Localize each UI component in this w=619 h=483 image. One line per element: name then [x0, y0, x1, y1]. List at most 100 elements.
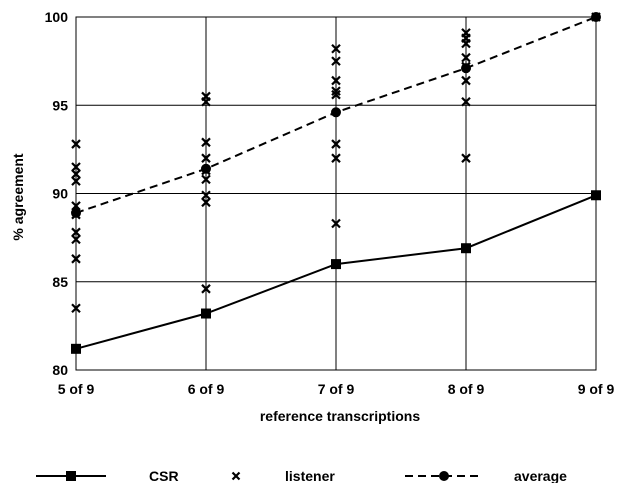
listener-point: [71, 234, 81, 245]
legend-csr-marker: [66, 471, 76, 481]
x-marker-stroke: [201, 174, 211, 185]
x-tick-label: 5 of 9: [58, 381, 95, 397]
grid-lines: [75, 16, 597, 371]
legend: CSR listener average: [36, 468, 567, 483]
y-tick-label: 90: [52, 186, 68, 202]
listener-point: [71, 209, 81, 220]
y-axis-ticks: 80 85 90 95 100: [45, 9, 69, 378]
listener-point: [71, 227, 81, 238]
legend-average-label: average: [514, 468, 567, 483]
listener-point: [71, 176, 81, 186]
csr-point: [71, 343, 81, 354]
x-marker-stroke: [331, 153, 341, 163]
listener-point: [71, 201, 81, 211]
y-tick-label: 100: [45, 9, 69, 25]
listener-point: [71, 169, 81, 179]
y-tick-label: 95: [52, 97, 68, 113]
legend-listener-marker: [231, 471, 241, 481]
listener-point: [71, 303, 81, 314]
legend-item-listener: listener: [231, 468, 335, 483]
listener-point: [331, 89, 341, 100]
x-marker-stroke: [331, 89, 341, 100]
listener-point: [461, 38, 471, 49]
x-marker-stroke: [461, 75, 471, 86]
x-marker-stroke: [331, 218, 341, 229]
legend-item-csr: CSR: [36, 468, 179, 483]
listener-point: [591, 12, 601, 22]
x-marker-stroke: [231, 471, 241, 481]
y-tick-label: 85: [52, 274, 68, 290]
listener-point: [201, 197, 211, 208]
listener-point: [201, 96, 211, 107]
average-point: [71, 207, 81, 218]
x-marker-stroke: [461, 52, 471, 63]
x-marker-stroke: [201, 137, 211, 148]
listener-point: [331, 153, 341, 163]
x-marker-stroke: [71, 162, 81, 172]
x-marker-stroke: [71, 303, 81, 314]
listener-point: [71, 254, 81, 264]
x-axis-label: reference transcriptions: [260, 408, 420, 424]
y-tick-label: 80: [52, 362, 68, 378]
x-marker-stroke: [71, 139, 81, 149]
listener-point: [71, 139, 81, 149]
x-marker-stroke: [71, 169, 81, 179]
listener-point: [461, 153, 471, 163]
listener-point: [201, 174, 211, 185]
x-marker-stroke: [591, 12, 601, 22]
csr-point: [591, 190, 601, 201]
x-marker-stroke: [331, 75, 341, 86]
x-marker-stroke: [461, 38, 471, 49]
x-tick-label: 9 of 9: [578, 381, 615, 397]
y-axis-label: % agreement: [10, 153, 26, 240]
x-marker-stroke: [71, 234, 81, 245]
x-marker-stroke: [71, 254, 81, 264]
x-marker-stroke: [201, 153, 211, 163]
x-tick-label: 6 of 9: [188, 381, 225, 397]
x-marker-stroke: [331, 43, 341, 54]
average-point: [461, 63, 471, 74]
x-marker-stroke: [201, 96, 211, 107]
listener-point: [71, 162, 81, 172]
legend-average-marker: [439, 471, 449, 481]
x-marker-stroke: [461, 96, 471, 107]
listener-point: [331, 43, 341, 54]
x-marker-stroke: [331, 56, 341, 66]
x-marker-stroke: [331, 139, 341, 149]
listener-point: [331, 218, 341, 229]
x-tick-label: 7 of 9: [318, 381, 355, 397]
x-marker-stroke: [201, 165, 211, 176]
listener-scatter-layer: [71, 12, 601, 314]
listener-point: [201, 165, 211, 176]
x-marker-stroke: [71, 201, 81, 211]
legend-csr-label: CSR: [149, 468, 179, 483]
average-point: [331, 107, 341, 118]
x-marker-stroke: [71, 209, 81, 220]
listener-point: [201, 190, 211, 201]
listener-point: [201, 284, 211, 294]
listener-point: [331, 56, 341, 66]
listener-point: [331, 139, 341, 149]
legend-listener-label: listener: [285, 468, 335, 483]
listener-point: [461, 52, 471, 63]
x-axis-ticks: 5 of 9 6 of 9 7 of 9 8 of 9 9 of 9: [58, 381, 615, 397]
csr-point: [331, 259, 341, 270]
x-marker-stroke: [201, 190, 211, 201]
x-marker-stroke: [201, 284, 211, 294]
listener-point: [201, 153, 211, 163]
x-marker-stroke: [71, 227, 81, 238]
listener-point: [331, 75, 341, 86]
x-marker-stroke: [201, 197, 211, 208]
legend-item-average: average: [405, 468, 567, 483]
listener-point: [461, 61, 471, 72]
x-marker-stroke: [331, 86, 341, 96]
x-marker-stroke: [71, 176, 81, 186]
average-point: [201, 163, 211, 174]
x-tick-label: 8 of 9: [448, 381, 485, 397]
listener-point: [461, 96, 471, 107]
listener-point: [461, 75, 471, 86]
x-marker-stroke: [461, 153, 471, 163]
x-marker-stroke: [461, 61, 471, 72]
csr-point: [461, 243, 471, 254]
